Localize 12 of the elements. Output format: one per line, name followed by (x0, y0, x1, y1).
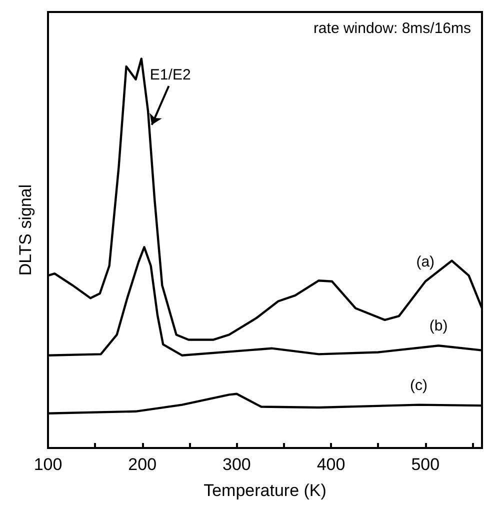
y-axis-title: DLTS signal (16, 184, 35, 276)
series-label: (b) (429, 318, 448, 335)
series-label: (a) (416, 253, 435, 270)
x-tick-label: 200 (128, 455, 157, 474)
text: rate window: 8ms/16ms (313, 20, 472, 37)
series-label: (c) (410, 376, 428, 394)
x-axis-title: Temperature (K) (204, 481, 326, 500)
x-tick-label: 500 (411, 455, 440, 474)
x-tick-label: 300 (222, 455, 251, 474)
annotation: E1/E2 (150, 66, 191, 84)
x-tick-label: 400 (316, 455, 346, 474)
x-tick-label: 100 (34, 455, 62, 474)
